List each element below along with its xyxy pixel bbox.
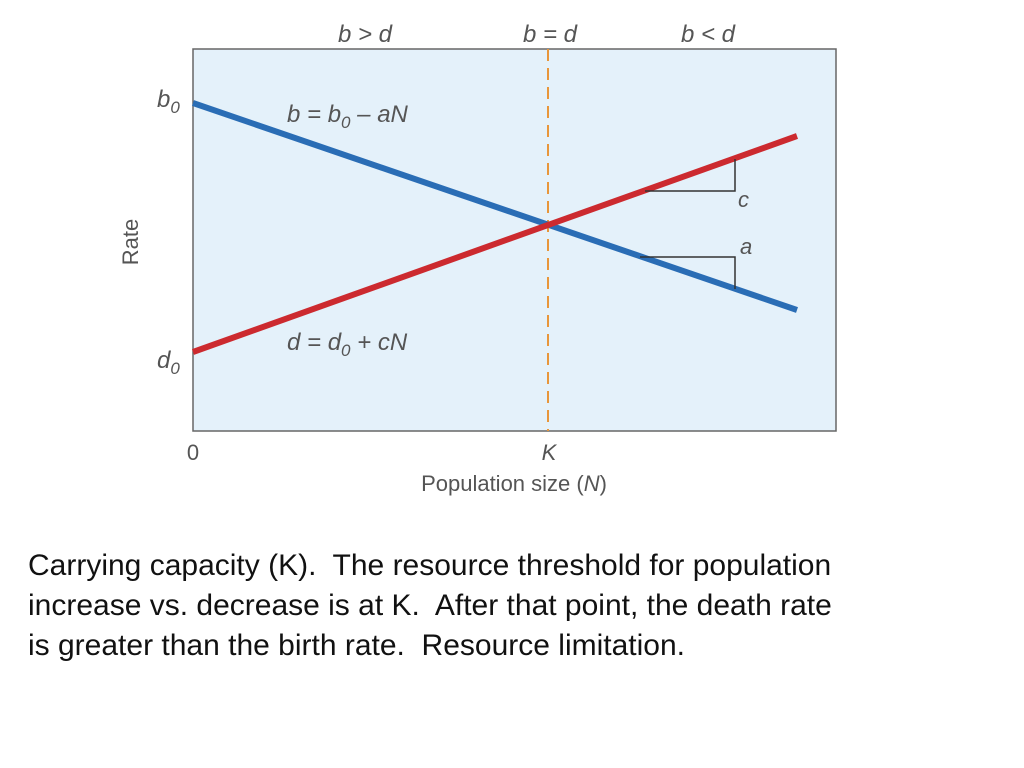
region-label-equal: b = d — [523, 21, 578, 48]
x-tick-k: K — [542, 440, 558, 465]
caption-line: Carrying capacity (K). The resource thre… — [28, 549, 832, 582]
caption: Carrying capacity (K). The resource thre… — [28, 546, 988, 666]
slope-marker-c — [645, 159, 736, 192]
x-axis-label: Population size (N) — [421, 471, 607, 496]
birth-equation: b = b0 – aN — [287, 101, 409, 132]
slope-marker-a — [640, 256, 736, 289]
region-label-birth-greater: b > d — [338, 21, 393, 48]
x-tick-zero: 0 — [187, 440, 199, 465]
y-tick-b0: b0 — [157, 86, 180, 117]
region-label-death-greater: b < d — [681, 21, 736, 48]
y-tick-d0: d0 — [157, 347, 180, 378]
slope-label-a: a — [740, 234, 752, 259]
caption-line: increase vs. decrease is at K. After tha… — [28, 589, 832, 622]
y-axis-label: Rate — [118, 219, 143, 265]
carrying-capacity-diagram: b > d b = d b < d c a b = b0 – aN d = d0… — [118, 21, 837, 496]
birth-rate-line — [192, 100, 798, 313]
death-equation: d = d0 + cN — [287, 329, 408, 360]
caption-line: is greater than the birth rate. Resource… — [28, 629, 685, 662]
slope-label-c: c — [738, 187, 749, 212]
death-rate-line — [191, 133, 799, 355]
